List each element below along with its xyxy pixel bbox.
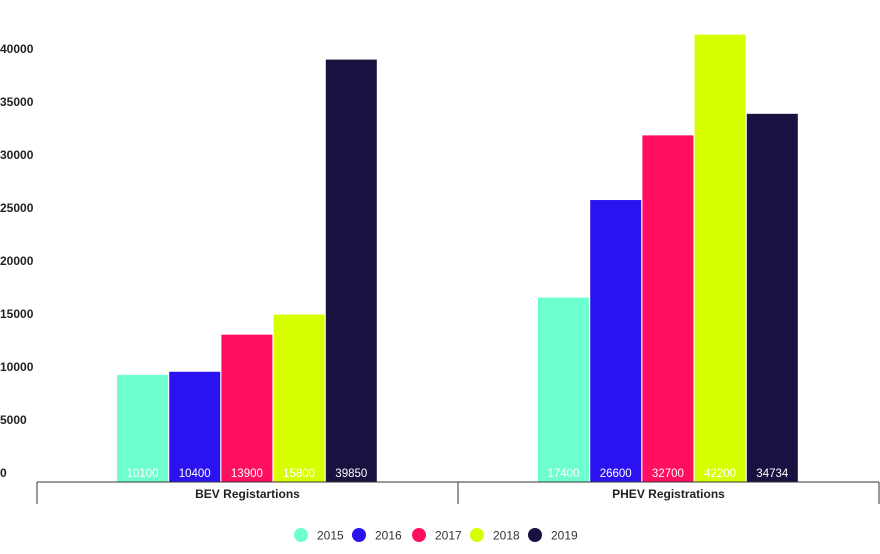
bar-2016-bev bbox=[169, 371, 221, 482]
y-tick-label: 35000 bbox=[0, 95, 34, 109]
y-axis-tick-labels: 0 5000 10000 15000 20000 25000 30000 35000 40000… bbox=[0, 0, 34, 480]
legend-item-2016: 2016 bbox=[352, 528, 402, 543]
bar-2019-phev bbox=[746, 113, 798, 482]
bar-2015-phev bbox=[538, 297, 589, 482]
bar-2015-bev bbox=[117, 374, 168, 482]
x-category-label: PHEV Registrations bbox=[612, 487, 725, 501]
bar-2019-bev bbox=[325, 59, 377, 483]
bar-2017-bev bbox=[221, 334, 273, 482]
data-label: 15800 bbox=[283, 468, 315, 480]
legend-marker bbox=[470, 528, 484, 542]
data-label: 42200 bbox=[704, 468, 736, 480]
legend-label: 2018 bbox=[493, 529, 520, 543]
bar-2017-phev bbox=[642, 135, 694, 482]
y-tick-label: 15000 bbox=[0, 307, 34, 321]
y-tick-label: 30000 bbox=[0, 148, 34, 162]
y-tick-label: 5000 bbox=[0, 413, 27, 427]
legend-label: 2015 bbox=[317, 529, 344, 543]
legend-marker bbox=[412, 528, 426, 542]
data-label: 10100 bbox=[127, 468, 159, 480]
data-labels: 10100 17400 10400 26600 13900 32700 15800 42200… bbox=[127, 468, 789, 480]
y-tick-label: 25000 bbox=[0, 201, 34, 215]
legend-label: 2016 bbox=[375, 529, 402, 543]
y-tick-label: 45000 bbox=[0, 0, 34, 3]
x-axis-category-labels: BEV Registartions PHEV Registrations bbox=[195, 487, 725, 501]
data-label: 39850 bbox=[335, 468, 367, 480]
legend-label: 2019 bbox=[551, 529, 578, 543]
y-tick-label: 20000 bbox=[0, 254, 34, 268]
data-label: 34734 bbox=[756, 468, 789, 480]
y-tick-label: 10000 bbox=[0, 360, 34, 374]
data-label: 17400 bbox=[548, 468, 580, 480]
legend-item-2015: 2015 bbox=[294, 528, 344, 543]
legend-item-2017: 2017 bbox=[412, 528, 462, 543]
legend-marker bbox=[294, 528, 308, 542]
bar-2018-phev bbox=[694, 34, 746, 483]
legend-item-2018: 2018 bbox=[470, 528, 520, 543]
x-category-label: BEV Registartions bbox=[195, 487, 300, 501]
data-label: 26600 bbox=[600, 468, 632, 480]
bar-2018-bev bbox=[273, 314, 325, 482]
legend-item-2019: 2019 bbox=[528, 528, 578, 543]
data-label: 32700 bbox=[652, 468, 684, 480]
bar-2016-phev bbox=[590, 200, 642, 483]
legend-marker bbox=[528, 528, 542, 542]
y-tick-label: 0 bbox=[0, 466, 7, 480]
y-tick-label: 40000 bbox=[0, 42, 34, 56]
legend-marker bbox=[352, 528, 366, 542]
bars bbox=[117, 34, 798, 483]
legend-label: 2017 bbox=[435, 529, 462, 543]
data-label: 13900 bbox=[231, 468, 263, 480]
legend: 2015 2016 2017 2018 2019 bbox=[294, 528, 578, 543]
data-label: 10400 bbox=[179, 468, 211, 480]
